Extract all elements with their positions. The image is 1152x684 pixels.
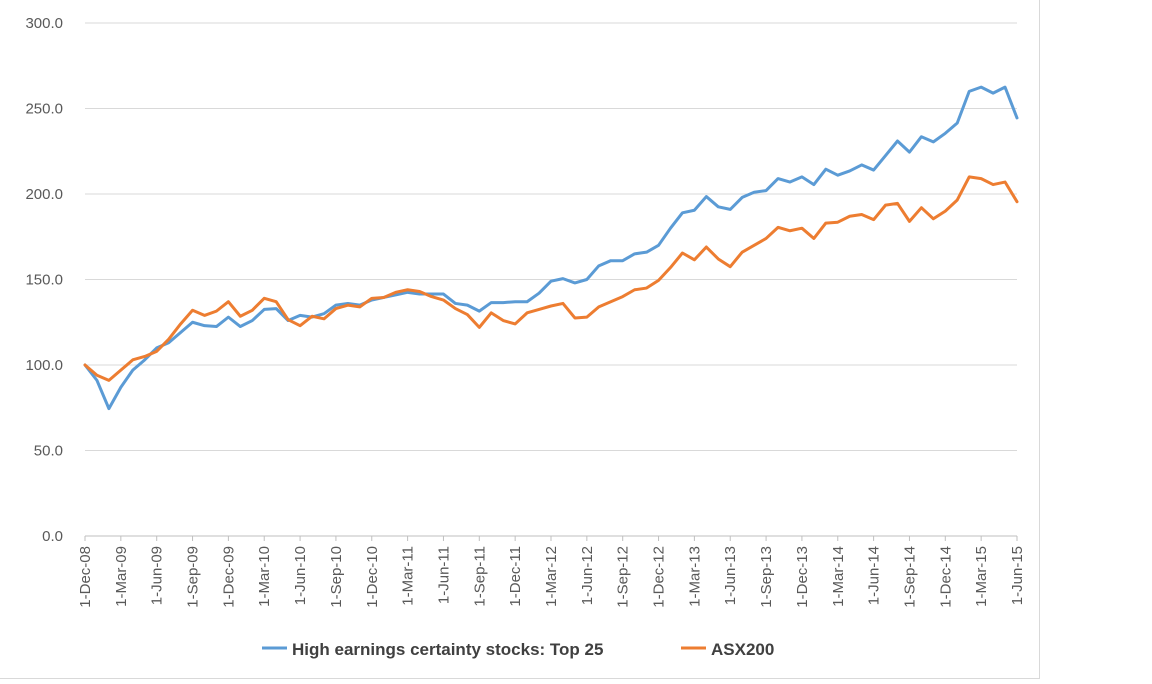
x-tick-label: 1-Dec-10 xyxy=(364,546,381,608)
x-tick-label: 1-Jun-14 xyxy=(866,546,883,605)
x-tick-label: 1-Mar-09 xyxy=(113,546,130,607)
x-tick-label: 1-Mar-13 xyxy=(686,546,703,607)
x-tick-label: 1-Jun-12 xyxy=(579,546,596,605)
x-axis: 1-Dec-08 1-Mar-09 1-Jun-09 1-Sep-09 1-Dec-09… xyxy=(77,535,1026,608)
y-tick-label: 300.0 xyxy=(25,15,63,32)
x-tick-label: 1-Jun-09 xyxy=(149,546,166,605)
y-axis: 0.0 50.0 100.0 150.0 200.0 250.0 300.0 xyxy=(25,15,63,545)
x-tick-label: 1-Dec-12 xyxy=(651,546,668,608)
x-tick-label: 1-Mar-15 xyxy=(973,546,990,607)
y-tick-label: 100.0 xyxy=(25,357,63,374)
x-tick-label: 1-Jun-10 xyxy=(292,546,309,605)
legend-item-2: ASX200 xyxy=(681,640,774,659)
x-tick-label: 1-Mar-10 xyxy=(256,546,273,607)
series-lines xyxy=(83,85,1019,411)
x-tick-label: 1-Mar-11 xyxy=(400,546,417,606)
legend-label-2: ASX200 xyxy=(711,640,774,659)
line-chart: 0.0 50.0 100.0 150.0 200.0 250.0 300.0 1-Dec-0… xyxy=(25,15,1026,659)
x-tick-label: 1-Dec-14 xyxy=(937,546,954,608)
x-tick-label: 1-Jun-15 xyxy=(1009,546,1026,605)
series-line-1 xyxy=(83,85,1019,411)
x-tick-label: 1-Sep-12 xyxy=(615,546,632,608)
x-tick-label: 1-Jun-11 xyxy=(435,546,452,604)
x-tick-label: 1-Dec-08 xyxy=(77,546,94,608)
chart-area: 0.0 50.0 100.0 150.0 200.0 250.0 300.0 1-Dec-0… xyxy=(0,0,1040,679)
x-tick-label: 1-Sep-09 xyxy=(185,546,202,608)
x-tick-label: 1-Sep-14 xyxy=(901,546,918,608)
series-line-2 xyxy=(83,175,1019,382)
y-tick-label: 250.0 xyxy=(25,101,63,118)
x-tick-label: 1-Sep-11 xyxy=(471,546,488,607)
gridlines xyxy=(85,22,1017,451)
y-tick-label: 50.0 xyxy=(34,443,63,460)
x-tick-label: 1-Dec-11 xyxy=(507,546,524,607)
legend-label-1: High earnings certainty stocks: Top 25 xyxy=(292,640,603,659)
x-tick-label: 1-Dec-13 xyxy=(794,546,811,608)
x-tick-label: 1-Sep-10 xyxy=(328,546,345,608)
legend-item-1: High earnings certainty stocks: Top 25 xyxy=(262,640,603,659)
x-tick-label: 1-Mar-12 xyxy=(543,546,560,607)
y-tick-label: 0.0 xyxy=(42,528,63,545)
y-tick-label: 200.0 xyxy=(25,186,63,203)
x-tick-label: 1-Mar-14 xyxy=(830,546,847,607)
y-tick-label: 150.0 xyxy=(25,272,63,289)
x-tick-label: 1-Sep-13 xyxy=(758,546,775,608)
legend: High earnings certainty stocks: Top 25 A… xyxy=(262,640,774,659)
x-tick-label: 1-Dec-09 xyxy=(220,546,237,608)
x-tick-label: 1-Jun-13 xyxy=(722,546,739,605)
